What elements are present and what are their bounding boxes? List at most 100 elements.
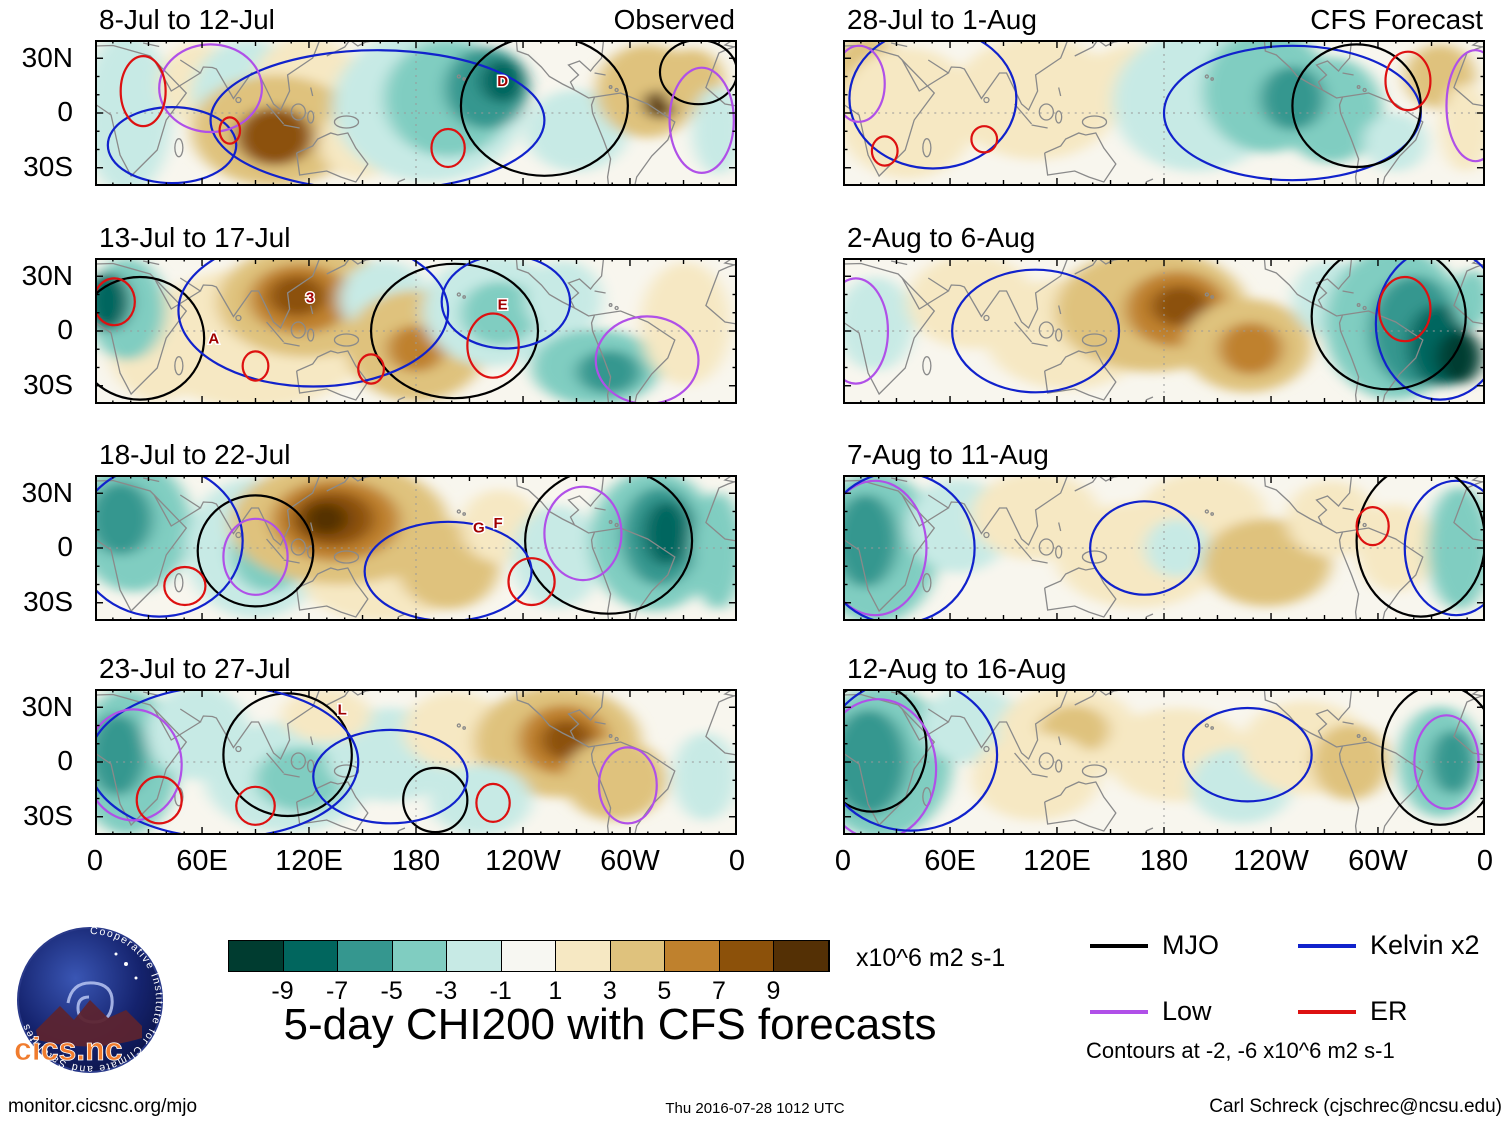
map-panel-6: 2-Aug to 6-Aug: [843, 222, 1485, 404]
svg-text:F: F: [494, 515, 503, 532]
logo-star: [134, 976, 138, 980]
y-axis-labels: 30N 0 30S: [7, 475, 85, 621]
coastlines: [843, 258, 1485, 404]
x-tick-label: 60E: [924, 845, 976, 877]
colorbar-tick-label: 1: [548, 977, 563, 1005]
legend-label: Kelvin x2: [1370, 930, 1480, 960]
y-tick-label: 30S: [23, 800, 73, 831]
map-panel-4: 23-Jul to 27-Jul 30N 0 30S L: [22, 653, 737, 835]
panel-title: 12-Aug to 16-Aug: [847, 653, 1067, 684]
y-tick-label: 0: [57, 96, 73, 127]
map-canvas: [843, 689, 1485, 835]
map-panel-7: 7-Aug to 11-Aug: [843, 439, 1485, 621]
panel-title: 2-Aug to 6-Aug: [847, 222, 1036, 253]
panel-title: 8-Jul to 12-Jul: [99, 4, 275, 35]
colorbar-segment: [501, 941, 557, 971]
colorbar-segment: [665, 941, 720, 971]
svg-text:G: G: [473, 520, 485, 537]
panel-title: 13-Jul to 17-Jul: [99, 222, 291, 253]
colorbar-tick-label: -1: [489, 977, 512, 1005]
x-tick-label: 180: [391, 845, 441, 877]
y-tick-label: 30N: [21, 42, 73, 73]
y-tick-label: 30S: [23, 586, 73, 617]
colorbar-segment: [447, 941, 502, 971]
svg-text:L: L: [338, 701, 347, 718]
map-canvas: [843, 258, 1485, 404]
svg-text:A: A: [208, 330, 219, 347]
legend-item-er: ER: [1298, 996, 1408, 1027]
legend-swatch-mjo: [1090, 943, 1148, 948]
legend-item-low: Low: [1090, 996, 1212, 1027]
colorbar-tick-label: -5: [380, 977, 403, 1005]
svg-text:3: 3: [306, 289, 314, 306]
footer-credit: Carl Schreck (cjschrec@ncsu.edu): [1209, 1096, 1502, 1117]
contour-note: Contours at -2, -6 x10^6 m2 s-1: [1086, 1038, 1395, 1063]
svg-text:D: D: [497, 73, 508, 90]
legend-swatch-er: [1298, 1009, 1356, 1014]
map-canvas: D: [95, 40, 737, 186]
colorbar-segment: [556, 941, 611, 971]
y-tick-label: 30N: [21, 691, 73, 722]
map-panel-1: 8-Jul to 12-Jul Observed 30N 0 30S D: [22, 4, 737, 186]
legend-label: MJO: [1162, 930, 1219, 960]
x-tick-label: 60W: [600, 845, 660, 877]
legend-item-kelvin: Kelvin x2: [1298, 930, 1480, 961]
panel-title: 18-Jul to 22-Jul: [99, 439, 291, 470]
x-tick-label: 120E: [275, 845, 343, 877]
legend-swatch-low: [1090, 1009, 1148, 1014]
colorbar-tick-label: 9: [766, 977, 781, 1005]
y-tick-label: 30N: [21, 260, 73, 291]
x-tick-label: 180: [1139, 845, 1189, 877]
x-tick-label: 0: [834, 845, 852, 877]
coastlines: [843, 40, 1485, 186]
colorbar-segment: [719, 941, 775, 971]
y-axis-labels: 30N 0 30S: [7, 258, 85, 404]
colorbar-segment: [229, 941, 284, 971]
y-tick-label: 30S: [23, 369, 73, 400]
y-tick-label: 30N: [21, 477, 73, 508]
colorbar-units: x10^6 m2 s-1: [856, 944, 1006, 972]
colorbar-tick-label: -7: [325, 977, 349, 1005]
colorbar-tick-label: -3: [435, 977, 458, 1005]
logo-star: [124, 962, 128, 966]
y-axis-labels: 30N 0 30S: [7, 40, 85, 186]
map-canvas: L: [95, 689, 737, 835]
map-panel-2: 13-Jul to 17-Jul 30N 0 30S 3 A E: [22, 222, 737, 404]
x-tick-label: 60E: [176, 845, 228, 877]
map-canvas: [843, 40, 1485, 186]
colorbar-segment: [774, 941, 829, 971]
coastlines: [843, 475, 1485, 621]
legend-item-mjo: MJO: [1090, 930, 1219, 961]
colorbar-tick-label: -9: [271, 977, 294, 1005]
y-axis-labels: 30N 0 30S: [7, 689, 85, 835]
colorbar-segment: [610, 941, 666, 971]
colorbar-tick-label: 5: [657, 977, 672, 1005]
x-tick-label: 60W: [1348, 845, 1408, 877]
x-axis-labels: 0 60E 120E 180 120W 60W 0: [87, 845, 745, 881]
legend-swatch-kelvin: [1298, 943, 1356, 948]
legend-label: Low: [1162, 996, 1212, 1026]
figure-title: 5-day CHI200 with CFS forecasts: [283, 1000, 937, 1049]
coastlines: [95, 258, 737, 404]
x-tick-label: 120W: [1233, 845, 1309, 877]
colorbar-tick-label: 3: [602, 977, 617, 1005]
cics-logo: Cooperative Institute for Climate and Sa…: [14, 925, 164, 1075]
colorbar-segment: [283, 941, 339, 971]
panel-title: 28-Jul to 1-Aug: [847, 4, 1037, 35]
x-tick-label: 0: [1476, 845, 1494, 877]
colorbar: [228, 940, 830, 972]
x-tick-label: 120W: [485, 845, 561, 877]
x-tick-label: 0: [728, 845, 746, 877]
coastlines: [95, 40, 737, 186]
column-label: CFS Forecast: [1310, 4, 1483, 35]
panel-title: 23-Jul to 27-Jul: [99, 653, 291, 684]
x-tick-label: 0: [86, 845, 104, 877]
map-canvas: [843, 475, 1485, 621]
logo-wordmark: cics.nc: [14, 1031, 123, 1067]
x-tick-label: 120E: [1023, 845, 1091, 877]
column-label: Observed: [613, 4, 735, 35]
footer-url: monitor.cicsnc.org/mjo: [8, 1096, 198, 1117]
logo-mountains-icon: [36, 1000, 142, 1047]
